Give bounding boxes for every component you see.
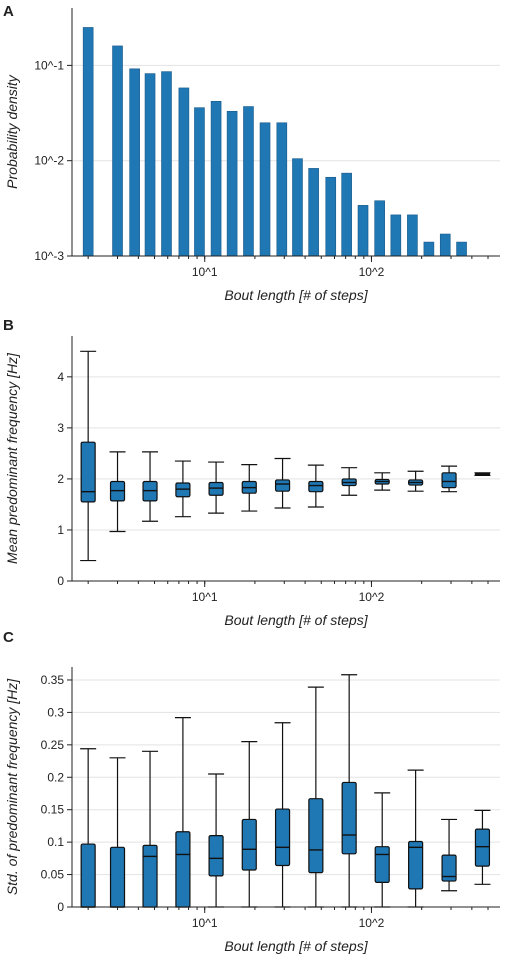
y-tick-label-c: 0.15 [41, 803, 65, 817]
box-b [208, 481, 224, 496]
x-tick-label-b: 10^1 [192, 590, 218, 604]
bar-a [226, 110, 238, 257]
y-tick-label-b: 1 [57, 523, 64, 537]
box-c [208, 835, 224, 877]
x-tick-label-c: 10^1 [192, 916, 218, 930]
bar-a [341, 172, 352, 257]
bar-a [178, 87, 190, 257]
bar-a [292, 158, 303, 257]
bar-a [276, 122, 288, 257]
box-c [241, 818, 257, 871]
box-c [80, 843, 96, 908]
y-tick-label-a: 10^-1 [34, 58, 64, 72]
bar-a [82, 27, 94, 257]
panel-b-box-plot: 0 1 2 3 4 10^1 10^2 Bout length [# of steps] Mea… [4, 336, 500, 628]
y-tick-label-a: 10^-3 [34, 249, 64, 263]
y-tick-label-b: 3 [57, 421, 64, 435]
y-axis-label-b: Mean predominant frequency [Hz] [4, 352, 20, 564]
box-b [80, 441, 96, 503]
x-tick-label-b: 10^2 [359, 590, 385, 604]
box-c [109, 846, 126, 908]
box-b [175, 482, 191, 498]
bar-a [112, 45, 123, 257]
bar-a [308, 168, 319, 257]
bar-a [129, 68, 140, 257]
box-c [142, 844, 158, 908]
x-axis-label-c: Bout length [# of steps] [224, 938, 368, 954]
box-c [374, 846, 390, 883]
box-b [441, 472, 457, 489]
bar-a [456, 241, 467, 257]
y-tick-label-c: 0.35 [41, 673, 65, 687]
bar-a [439, 233, 451, 257]
box-c [308, 798, 324, 874]
y-axis-label-a: Probability density [4, 74, 20, 189]
y-tick-label-b: 4 [57, 370, 64, 384]
x-axis-label-b: Bout length [# of steps] [224, 612, 368, 628]
box-c [175, 831, 191, 908]
y-tick-label-c: 0 [57, 900, 64, 914]
y-axis-label-c: Std. of predominant frequency [Hz] [4, 678, 20, 895]
box-c [341, 781, 357, 855]
box-b [308, 480, 324, 493]
bar-a [194, 107, 205, 257]
x-tick-label-a: 10^2 [359, 265, 385, 279]
panel-letter-c: C [3, 629, 14, 646]
x-tick-label-a: 10^1 [192, 265, 218, 279]
bar-a [243, 106, 254, 257]
bar-a [423, 241, 435, 257]
panel-letter-a: A [3, 3, 14, 20]
bar-a [357, 205, 369, 257]
panel-a-bar-chart: 10^-3 10^-2 10^-1 10^1 10^2 Bout length [# of… [4, 8, 500, 303]
bar-a [210, 100, 222, 257]
bar-a [144, 73, 156, 257]
bar-a [374, 200, 385, 257]
y-tick-label-a: 10^-2 [34, 154, 64, 168]
box-b [274, 479, 291, 492]
box-c [274, 808, 291, 867]
bar-a [390, 214, 402, 257]
y-tick-label-c: 0.3 [47, 705, 64, 719]
x-axis-label-a: Bout length [# of steps] [224, 287, 368, 303]
y-tick-label-c: 0.05 [41, 868, 65, 882]
panel-c-box-plot: 0 0.05 0.1 0.15 0.2 0.25 0.3 0.35 10^1 10^2 Bout l… [4, 667, 500, 954]
bar-a [259, 122, 271, 257]
y-tick-label-c: 0.1 [47, 835, 64, 849]
box-c [408, 840, 424, 890]
y-tick-label-c: 0.2 [47, 770, 64, 784]
bar-a [161, 71, 172, 257]
box-c [441, 854, 457, 882]
bar-a [325, 176, 337, 257]
box-c [474, 828, 491, 867]
bar-a [407, 214, 418, 257]
y-tick-label-b: 0 [57, 574, 64, 588]
x-tick-label-c: 10^2 [359, 916, 385, 930]
y-tick-label-c: 0.25 [41, 738, 65, 752]
panel-letter-b: B [3, 317, 14, 334]
y-tick-label-b: 2 [57, 472, 64, 486]
